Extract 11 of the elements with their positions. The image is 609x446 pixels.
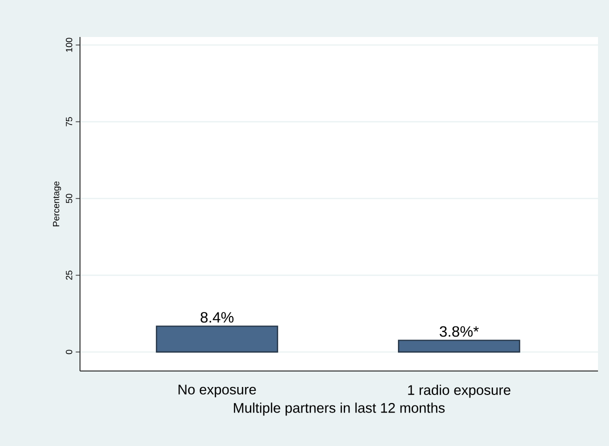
data-label: 3.8%* <box>440 326 479 337</box>
x-tick-label: 1 radio exposure <box>408 384 510 398</box>
x-tick-label: No exposure <box>178 384 256 398</box>
y-tick-label: 25 <box>66 270 72 280</box>
y-tick-label: 100 <box>66 38 72 52</box>
y-tick-label: 50 <box>66 194 72 204</box>
y-tick-label: 0 <box>66 350 72 354</box>
y-axis-title: Percentage <box>53 181 62 226</box>
y-tick-label: 75 <box>66 117 72 126</box>
x-axis-title: Multiple partners in last 12 months <box>234 402 445 416</box>
data-label: 8.4% <box>200 312 234 323</box>
